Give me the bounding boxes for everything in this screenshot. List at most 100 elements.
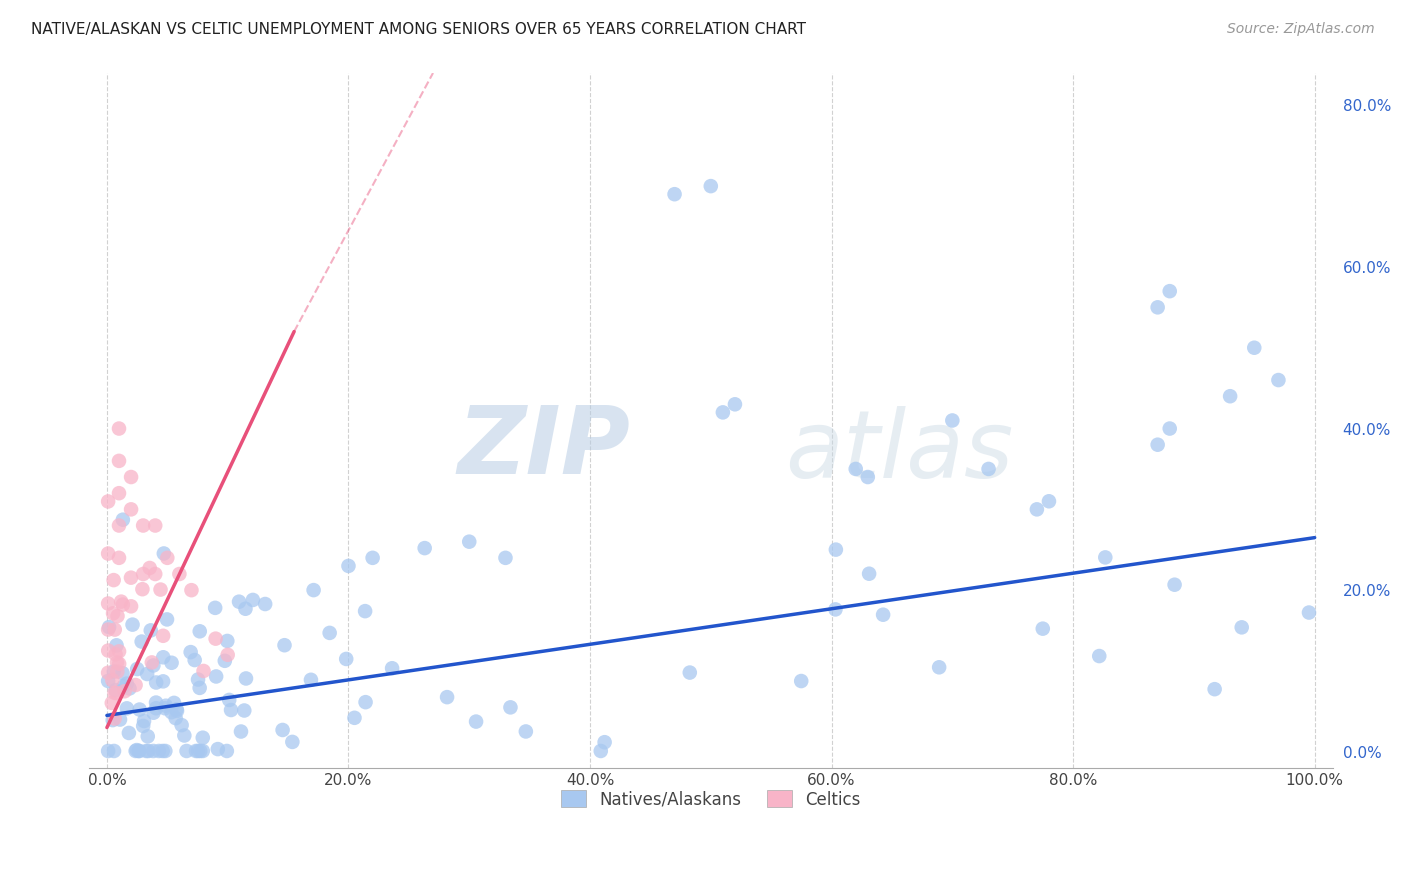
Point <box>132 714 155 728</box>
Point <box>166 704 188 718</box>
Point <box>152 744 174 758</box>
Point <box>215 744 238 758</box>
Point <box>128 744 150 758</box>
Point <box>217 648 239 662</box>
Point <box>589 744 612 758</box>
Point <box>235 601 257 615</box>
Point <box>105 686 128 700</box>
Point <box>1146 438 1168 452</box>
Point <box>790 673 813 688</box>
Point <box>273 638 295 652</box>
Point <box>108 713 131 727</box>
Point <box>121 617 143 632</box>
Point <box>152 674 174 689</box>
Point <box>928 660 950 674</box>
Point <box>163 696 186 710</box>
Point <box>187 673 209 687</box>
Point <box>1163 578 1185 592</box>
Point <box>131 582 153 597</box>
Point <box>105 638 128 652</box>
Point <box>155 744 177 758</box>
Point <box>124 744 146 758</box>
Point <box>145 701 167 715</box>
Point <box>103 665 125 679</box>
Point <box>1088 648 1111 663</box>
Point <box>1243 341 1265 355</box>
Point <box>515 724 537 739</box>
Point <box>145 696 167 710</box>
Point <box>115 676 138 690</box>
Point <box>1267 373 1289 387</box>
Point <box>138 561 160 575</box>
Point <box>845 462 868 476</box>
Point <box>218 693 240 707</box>
Point <box>152 650 174 665</box>
Point <box>204 632 226 646</box>
Point <box>120 470 142 484</box>
Point <box>495 550 517 565</box>
Point <box>101 673 124 688</box>
Point <box>97 744 120 758</box>
Point <box>142 706 165 720</box>
Text: Source: ZipAtlas.com: Source: ZipAtlas.com <box>1227 22 1375 37</box>
Point <box>193 664 215 678</box>
Point <box>235 672 257 686</box>
Point <box>825 542 848 557</box>
Point <box>139 624 162 638</box>
Point <box>180 583 202 598</box>
Point <box>1032 622 1054 636</box>
Point <box>110 594 132 608</box>
Point <box>115 701 138 715</box>
Point <box>458 534 481 549</box>
Point <box>156 612 179 626</box>
Point <box>97 673 120 688</box>
Point <box>97 643 120 657</box>
Point <box>281 735 304 749</box>
Legend: Natives/Alaskans, Celtics: Natives/Alaskans, Celtics <box>554 784 868 815</box>
Point <box>107 609 129 624</box>
Point <box>108 657 131 671</box>
Point <box>724 397 747 411</box>
Point <box>1159 284 1181 298</box>
Point <box>1025 502 1047 516</box>
Point <box>180 645 202 659</box>
Point <box>118 681 141 696</box>
Point <box>184 744 207 758</box>
Point <box>1298 606 1320 620</box>
Point <box>97 547 120 561</box>
Point <box>128 702 150 716</box>
Point <box>132 719 155 733</box>
Point <box>173 729 195 743</box>
Point <box>593 735 616 749</box>
Point <box>156 550 179 565</box>
Point <box>104 683 127 698</box>
Point <box>153 546 176 560</box>
Point <box>103 573 125 587</box>
Point <box>205 669 228 683</box>
Point <box>711 405 734 419</box>
Point <box>228 595 250 609</box>
Point <box>941 413 963 427</box>
Point <box>413 541 436 555</box>
Point <box>143 518 166 533</box>
Point <box>108 486 131 500</box>
Point <box>188 624 211 639</box>
Point <box>153 701 176 715</box>
Text: atlas: atlas <box>786 406 1014 497</box>
Point <box>229 724 252 739</box>
Point <box>233 704 256 718</box>
Point <box>664 187 686 202</box>
Point <box>145 675 167 690</box>
Point <box>101 696 124 710</box>
Point <box>187 744 209 758</box>
Point <box>108 421 131 435</box>
Text: ZIP: ZIP <box>457 402 630 494</box>
Point <box>111 513 134 527</box>
Point <box>155 698 177 713</box>
Point <box>1146 301 1168 315</box>
Point <box>217 634 239 648</box>
Point <box>104 648 127 662</box>
Point <box>127 662 149 676</box>
Point <box>700 179 723 194</box>
Point <box>337 558 360 573</box>
